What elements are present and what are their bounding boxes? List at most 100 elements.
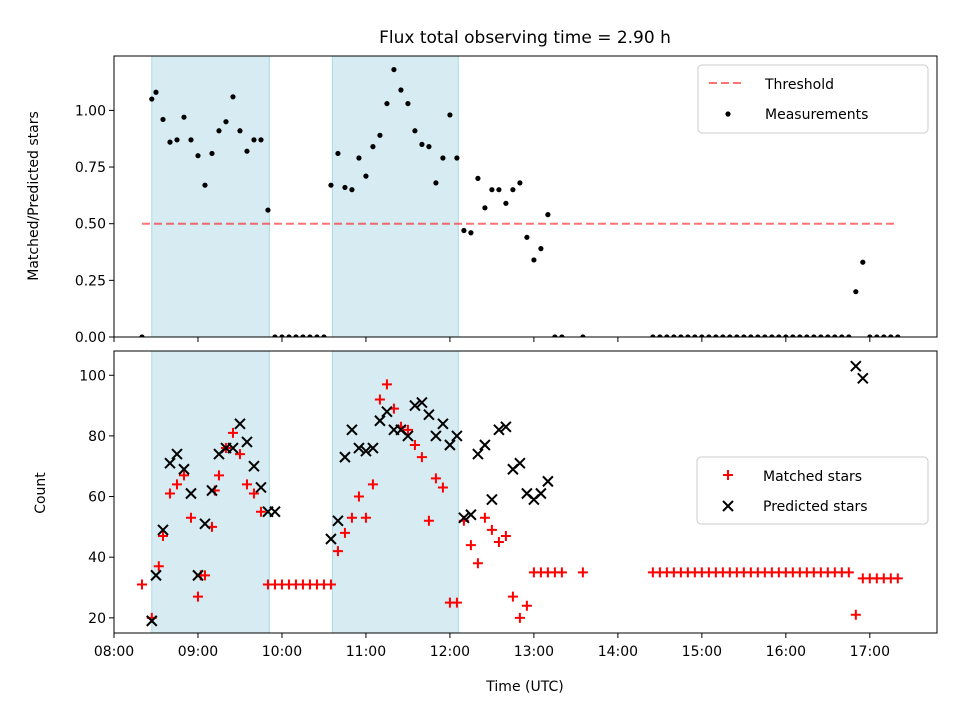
measurement-point	[405, 100, 411, 107]
matched-star-point	[171, 479, 182, 490]
legend-measure-label: Measurements	[765, 107, 868, 123]
matched-star-point	[556, 567, 567, 578]
predicted-star-point	[402, 430, 414, 442]
measurement-point	[853, 289, 859, 295]
predicted-star-point	[241, 436, 253, 448]
measurement-point	[727, 334, 733, 337]
measurement-point	[433, 180, 439, 186]
predicted-star-point	[353, 442, 365, 454]
predicted-star-point	[451, 430, 463, 442]
shaded-interval-1	[331, 351, 459, 633]
measurement-point	[678, 334, 684, 337]
measurement-point	[237, 128, 243, 134]
predicted-star-point	[381, 405, 393, 418]
x-tick-label: 15:00	[682, 644, 722, 660]
measurement-point	[251, 137, 257, 143]
x-tick-label: 17:00	[850, 644, 890, 660]
matched-star-point	[346, 512, 357, 523]
measurement-point	[818, 334, 824, 337]
predicted-star-point	[374, 415, 386, 427]
predicted-star-point	[346, 424, 358, 436]
measurement-point	[755, 334, 761, 337]
measurement-point	[874, 334, 880, 337]
legend-box	[697, 64, 929, 134]
measurement-point	[335, 150, 341, 157]
predicted-star-point	[146, 615, 158, 627]
measurement-point	[482, 205, 488, 211]
matched-star-point	[248, 488, 259, 499]
predicted-star-point	[339, 451, 351, 463]
y-tick-label: 1.00	[75, 103, 106, 119]
y-tick-label: 0.50	[75, 217, 106, 233]
matched-star-point	[157, 530, 168, 541]
measurement-point	[811, 334, 817, 337]
predicted-star-point	[178, 463, 190, 475]
legend-predicted-label: Predicted stars	[763, 499, 868, 515]
measurement-point	[461, 227, 467, 234]
matched-star-point	[360, 512, 371, 523]
measurement-point	[839, 334, 845, 337]
matched-star-point	[843, 567, 854, 578]
matched-star-point	[374, 394, 385, 405]
measurement-point	[349, 187, 355, 193]
measurement-point	[307, 334, 313, 337]
measurement-point	[776, 334, 782, 337]
matched-star-point	[409, 440, 420, 450]
measurement-point	[552, 334, 558, 337]
matched-star-point	[892, 573, 903, 584]
predicted-star-point	[157, 524, 169, 536]
matched-star-point	[213, 470, 224, 481]
predicted-star-point	[514, 457, 526, 469]
matched-star-point	[234, 449, 245, 460]
matched-star-point	[192, 591, 203, 602]
measurement-point	[545, 212, 551, 218]
matched-star-point	[423, 515, 434, 526]
measurement-point	[265, 207, 271, 213]
measurement-point	[419, 141, 425, 147]
measurement-point	[559, 334, 565, 337]
predicted-star-point	[493, 424, 505, 436]
matched-star-point	[325, 579, 336, 590]
measurement-point	[895, 334, 901, 337]
predicted-star-point	[164, 457, 176, 469]
matched-star-point	[500, 530, 511, 541]
matched-star-point	[136, 579, 147, 590]
matched-star-point	[353, 491, 364, 502]
measurement-point	[769, 334, 775, 337]
measurement-point	[279, 334, 285, 337]
measurement-point	[356, 155, 362, 161]
predicted-star-point	[500, 421, 512, 433]
predicted-star-point	[206, 484, 218, 497]
legend-matched-swatch	[723, 470, 733, 480]
measurement-point	[762, 334, 768, 337]
measurement-point	[888, 334, 894, 337]
measurement-point	[748, 334, 754, 337]
shaded-interval-0	[151, 56, 270, 337]
matched-star-point	[465, 540, 476, 551]
measurement-point	[699, 334, 705, 337]
matched-star-point	[241, 479, 252, 490]
measurement-point	[209, 150, 215, 157]
legend-matched-label: Matched stars	[763, 469, 862, 485]
measurement-point	[167, 139, 173, 145]
matched-star-point	[507, 591, 518, 602]
matched-star-point	[164, 488, 175, 499]
measurement-point	[139, 334, 145, 337]
matched-star-point	[521, 600, 532, 611]
measurement-point	[580, 334, 586, 337]
top-panel: 0.00 0.25 0.50 0.75 1.00 Threshold Measurement…	[75, 55, 938, 346]
predicted-star-point	[465, 509, 477, 521]
predicted-star-point	[486, 493, 498, 506]
measurement-point	[538, 246, 544, 252]
measurement-point	[258, 137, 264, 143]
matched-star-point	[493, 537, 504, 548]
predicted-star-point	[444, 439, 456, 451]
predicted-star-point	[535, 487, 547, 500]
measurement-point	[447, 112, 453, 118]
measurement-point	[174, 137, 180, 143]
matched-star-point	[227, 427, 238, 438]
bottom-panel: 20 40 60 80 100 08:00 09:00 10:00 11:00 12:00 13:0…	[79, 350, 938, 660]
matched-star-point	[178, 470, 189, 481]
measurement-point	[783, 334, 789, 337]
measurement-point	[671, 334, 677, 337]
